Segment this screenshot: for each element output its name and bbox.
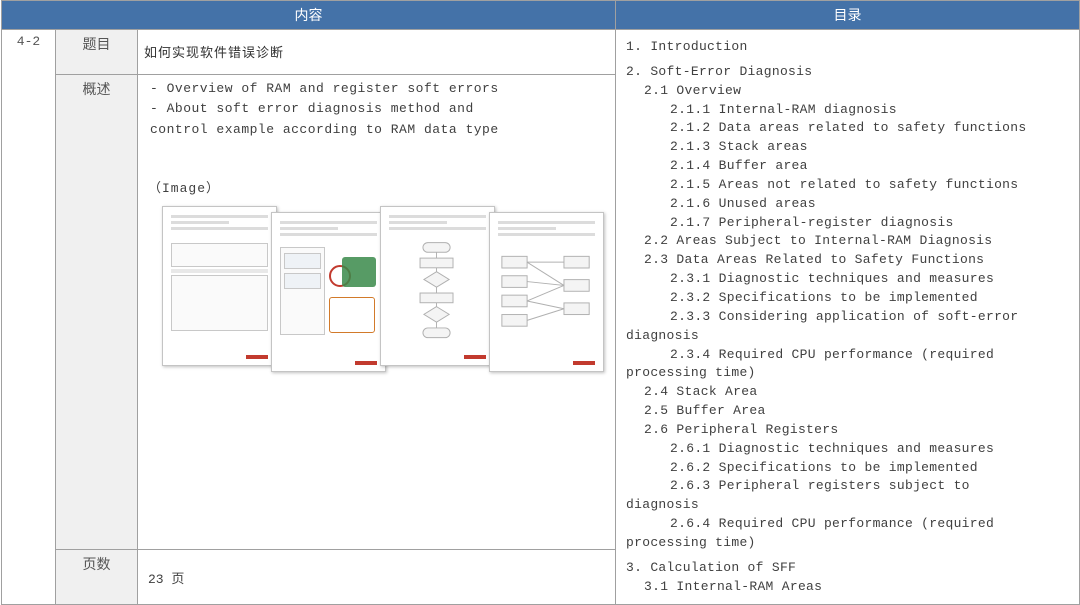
toc-cell: 1. Introduction 2. Soft-Error Diagnosis2…	[616, 30, 1080, 605]
bullet-list: - Overview of RAM and register soft erro…	[144, 79, 609, 141]
toc-entry: 2.5 Buffer Area	[626, 402, 1071, 421]
toc-entry: 2.3.4 Required CPU performance (required	[626, 346, 1071, 365]
toc-entry: diagnosis	[626, 327, 1071, 346]
image-label: （Image）	[148, 177, 609, 196]
header-row: 内容 目录	[2, 1, 1080, 30]
toc-entry: 2. Soft-Error Diagnosis	[626, 63, 1071, 82]
bullet-line: control example according to RAM data ty…	[150, 120, 609, 141]
toc-entry: 2.1.7 Peripheral-register diagnosis	[626, 214, 1071, 233]
diagram-icon	[498, 243, 595, 357]
thumbnail-row	[144, 206, 609, 378]
toc-entry: 3. Calculation of SFF	[626, 559, 1071, 578]
doc-thumbnail-1	[162, 206, 277, 366]
toc-entry: 1. Introduction	[626, 38, 1071, 57]
toc-entry: 2.3.2 Specifications to be implemented	[626, 289, 1071, 308]
overview-cell: - Overview of RAM and register soft erro…	[138, 74, 616, 549]
toc-entry: 2.3.3 Considering application of soft-er…	[626, 308, 1071, 327]
toc-entry: 2.1.3 Stack areas	[626, 138, 1071, 157]
toc-entry: 2.6.3 Peripheral registers subject to	[626, 477, 1071, 496]
toc-entry: 2.3.1 Diagnostic techniques and measures	[626, 270, 1071, 289]
doc-thumbnail-3	[380, 206, 495, 366]
flowchart-icon	[389, 237, 486, 351]
toc-entry: processing time)	[626, 364, 1071, 383]
toc-entry: 2.6.4 Required CPU performance (required	[626, 515, 1071, 534]
toc-entry: processing time)	[626, 534, 1071, 553]
toc-entry: 2.1.1 Internal-RAM diagnosis	[626, 101, 1071, 120]
title-text: 如何实现软件错误诊断	[138, 30, 616, 75]
toc-entry: 2.1.4 Buffer area	[626, 157, 1071, 176]
toc-list: 1. Introduction 2. Soft-Error Diagnosis2…	[622, 34, 1073, 600]
doc-thumbnail-4	[489, 212, 604, 372]
toc-entry: 2.6 Peripheral Registers	[626, 421, 1071, 440]
section-id: 4-2	[2, 30, 56, 605]
header-content: 内容	[2, 1, 616, 30]
toc-entry: 2.1.6 Unused areas	[626, 195, 1071, 214]
toc-entry: 2.6.1 Diagnostic techniques and measures	[626, 440, 1071, 459]
toc-entry: 2.3 Data Areas Related to Safety Functio…	[626, 251, 1071, 270]
toc-entry: 2.1.2 Data areas related to safety funct…	[626, 119, 1071, 138]
toc-entry: 2.4 Stack Area	[626, 383, 1071, 402]
bullet-line: - Overview of RAM and register soft erro…	[150, 79, 609, 100]
bullet-line: - About soft error diagnosis method and	[150, 99, 609, 120]
header-toc: 目录	[616, 1, 1080, 30]
toc-entry: 2.6.2 Specifications to be implemented	[626, 459, 1071, 478]
toc-entry: 2.1.5 Areas not related to safety functi…	[626, 176, 1071, 195]
toc-entry: 2.2 Areas Subject to Internal-RAM Diagno…	[626, 232, 1071, 251]
document-table: 内容 目录 4-2 题目 如何实现软件错误诊断 1. Introduction …	[1, 0, 1080, 605]
row-label-title: 题目	[56, 30, 138, 75]
page-count: 23 页	[138, 549, 616, 605]
toc-entry: 3.1 Internal-RAM Areas	[626, 578, 1071, 597]
doc-thumbnail-2	[271, 212, 386, 372]
toc-entry: diagnosis	[626, 496, 1071, 515]
row-label-pages: 页数	[56, 549, 138, 605]
row-label-overview: 概述	[56, 74, 138, 549]
toc-entry: 2.1 Overview	[626, 82, 1071, 101]
